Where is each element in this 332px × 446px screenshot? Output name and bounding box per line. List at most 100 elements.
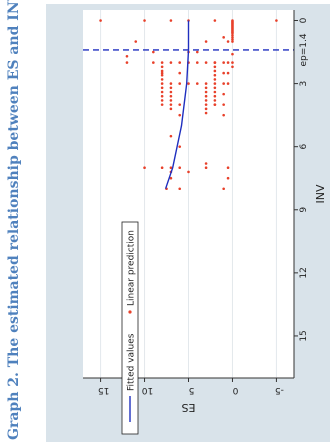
- scatter-point-66: [160, 61, 164, 64]
- x-axis-label: INV: [314, 184, 327, 203]
- chart-title: Graph 2. The estimated relationship betw…: [6, 0, 22, 440]
- scatter-point-29: [125, 61, 129, 64]
- scatter-point-87: [204, 94, 208, 98]
- scatter-point-47: [222, 71, 225, 75]
- scatter-point-93: [178, 82, 182, 85]
- scatter-point-95: [178, 113, 182, 117]
- scatter-point-21: [99, 19, 102, 22]
- es-tick-label-1: 0: [232, 385, 238, 395]
- scatter-point-86: [204, 90, 208, 94]
- scatter-point-15: [231, 38, 234, 41]
- scatter-point-59: [213, 78, 217, 81]
- scatter-point-49: [222, 92, 225, 96]
- scatter-point-100: [169, 176, 173, 180]
- scatter-point-13: [231, 33, 234, 37]
- scatter-point-107: [178, 187, 182, 191]
- scatter-point-101: [160, 166, 164, 170]
- scatter-point-19: [169, 19, 173, 22]
- scatter-point-55: [213, 61, 217, 64]
- scatter-point-32: [152, 61, 155, 64]
- es-tick-label-2: 5: [189, 385, 195, 395]
- legend-dot-marker: [128, 310, 132, 314]
- scatter-point-57: [213, 69, 217, 73]
- scatter-point-46: [222, 61, 225, 64]
- fitted-line-0: [164, 20, 190, 189]
- scatter-point-43: [195, 50, 199, 54]
- scatter-point-42: [169, 61, 173, 64]
- scatter-point-50: [222, 103, 225, 106]
- scatter-point-103: [204, 162, 208, 165]
- scatter-point-72: [160, 86, 164, 90]
- fit-layer: [164, 20, 190, 189]
- axes-layer: -5 0 5 10 15 0 3 6 9 12 15 INV ES: [83, 10, 327, 414]
- inv-tick-label-5: 15: [299, 330, 309, 341]
- scatter-point-111: [222, 187, 225, 191]
- scatter-point-89: [204, 103, 208, 106]
- scatter-point-70: [160, 78, 164, 81]
- scatter-point-14: [231, 36, 234, 39]
- scatter-point-17: [213, 19, 217, 22]
- scatter-point-69: [160, 73, 164, 77]
- scatter-point-80: [169, 94, 173, 98]
- scatter-point-64: [213, 99, 217, 102]
- scatter-point-22: [275, 19, 278, 22]
- scatter-point-63: [213, 94, 217, 98]
- inv-tick-label-2: 6: [299, 144, 309, 150]
- scatter-point-26: [231, 61, 234, 64]
- scatter-point-94: [178, 103, 182, 106]
- scatter-point-39: [204, 61, 208, 64]
- scatter-point-41: [178, 61, 182, 64]
- legend-label-prediction: Linear prediction: [127, 230, 137, 306]
- scatter-point-91: [204, 111, 208, 115]
- legend-group: Fitted values Linear prediction: [121, 221, 139, 435]
- scatter-point-105: [178, 166, 182, 170]
- scatter-point-67: [160, 65, 164, 69]
- scatter-point-73: [160, 90, 164, 94]
- scatter-point-40: [195, 61, 199, 64]
- scatter-point-81: [169, 99, 173, 102]
- inv-tick-label-1: 3: [299, 81, 309, 87]
- scatter-point-33: [160, 71, 164, 75]
- scatter-point-27: [231, 65, 234, 69]
- scatter-point-48: [222, 82, 225, 85]
- scatter-point-68: [160, 69, 164, 73]
- inv-tick-label-3: 9: [299, 207, 309, 213]
- scatter-point-31: [152, 50, 155, 54]
- scatter-point-37: [178, 71, 182, 75]
- scatter-point-16: [231, 40, 234, 43]
- scatter-point-110: [226, 176, 230, 180]
- scatter-point-97: [178, 145, 182, 148]
- scatter-point-85: [204, 86, 208, 90]
- scatter-point-106: [187, 170, 190, 174]
- scatter-point-62: [213, 90, 217, 94]
- scatter-point-75: [160, 99, 164, 102]
- scatter-point-23: [222, 36, 225, 39]
- y-axis-label: ES: [182, 401, 196, 414]
- es-tick-label-4: 15: [98, 385, 109, 395]
- es-tick-label-3: 10: [142, 385, 154, 395]
- scatter-point-78: [169, 86, 173, 90]
- scatter-point-60: [213, 82, 217, 85]
- grid-layer: [100, 10, 277, 378]
- scatter-point-102: [204, 166, 208, 170]
- legend-box: [121, 221, 139, 435]
- scatter-point-65: [213, 103, 217, 106]
- ep-label-0: ep=1.4: [299, 33, 309, 66]
- scatter-point-25: [231, 52, 234, 56]
- scatter-point-79: [169, 90, 173, 94]
- es-tick-label-0: -5: [275, 385, 284, 395]
- scatter-point-61: [213, 86, 217, 90]
- scatter-point-44: [195, 82, 199, 85]
- scatter-point-12: [231, 31, 234, 35]
- scatter-point-52: [226, 61, 230, 64]
- scatter-layer: [99, 19, 278, 191]
- scatter-point-109: [226, 166, 230, 170]
- scatter-point-76: [160, 103, 164, 106]
- scatter-point-84: [204, 82, 208, 85]
- scatter-point-104: [143, 166, 146, 170]
- scatter-point-83: [169, 107, 173, 111]
- scatter-point-74: [160, 94, 164, 98]
- inv-tick-label-0: 0: [299, 17, 309, 23]
- scatter-point-20: [143, 19, 146, 22]
- legend-label-fitted: Fitted values: [127, 333, 137, 391]
